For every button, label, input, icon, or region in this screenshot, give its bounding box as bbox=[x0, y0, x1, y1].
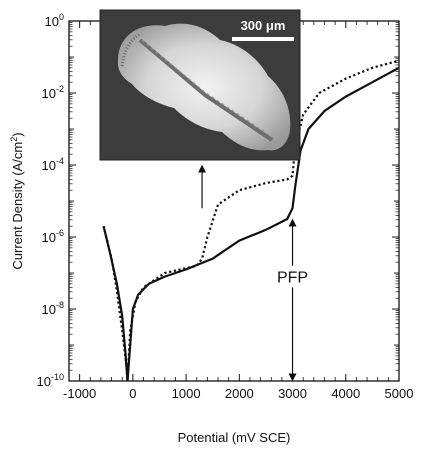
y-tick-label: 10-4 bbox=[42, 156, 64, 173]
y-tick-label: 10-10 bbox=[37, 372, 64, 389]
x-tick-label: 4000 bbox=[331, 386, 360, 401]
x-tick-label: 5000 bbox=[385, 386, 414, 401]
y-tick-label: 10-2 bbox=[42, 84, 64, 101]
x-tick-label: 1000 bbox=[172, 386, 201, 401]
x-tick-label: 0 bbox=[129, 386, 136, 401]
x-tick-label: -1000 bbox=[63, 386, 96, 401]
y-tick-label: 10-8 bbox=[42, 300, 64, 317]
y-tick-label: 10-6 bbox=[42, 228, 64, 245]
axis-ticks: -1000 0 1000 2000 3000 4000 5000 100 10-2 10-4 10-… bbox=[37, 12, 414, 401]
y-tick-label: 100 bbox=[45, 12, 64, 29]
pfp-label: PFP bbox=[277, 270, 308, 287]
x-tick-label: 3000 bbox=[278, 386, 307, 401]
x-tick-label: 2000 bbox=[225, 386, 254, 401]
x-axis-title: Potential (mV SCE) bbox=[178, 430, 291, 445]
scale-bar-label: 300 μm bbox=[241, 18, 286, 33]
scale-bar bbox=[232, 37, 294, 41]
series-dotted-line bbox=[102, 59, 400, 382]
inset-micrograph: 300 μm bbox=[99, 9, 301, 161]
pit-dendrite bbox=[117, 23, 291, 151]
y-axis-title: Current Density (A/cm2) bbox=[9, 132, 25, 269]
